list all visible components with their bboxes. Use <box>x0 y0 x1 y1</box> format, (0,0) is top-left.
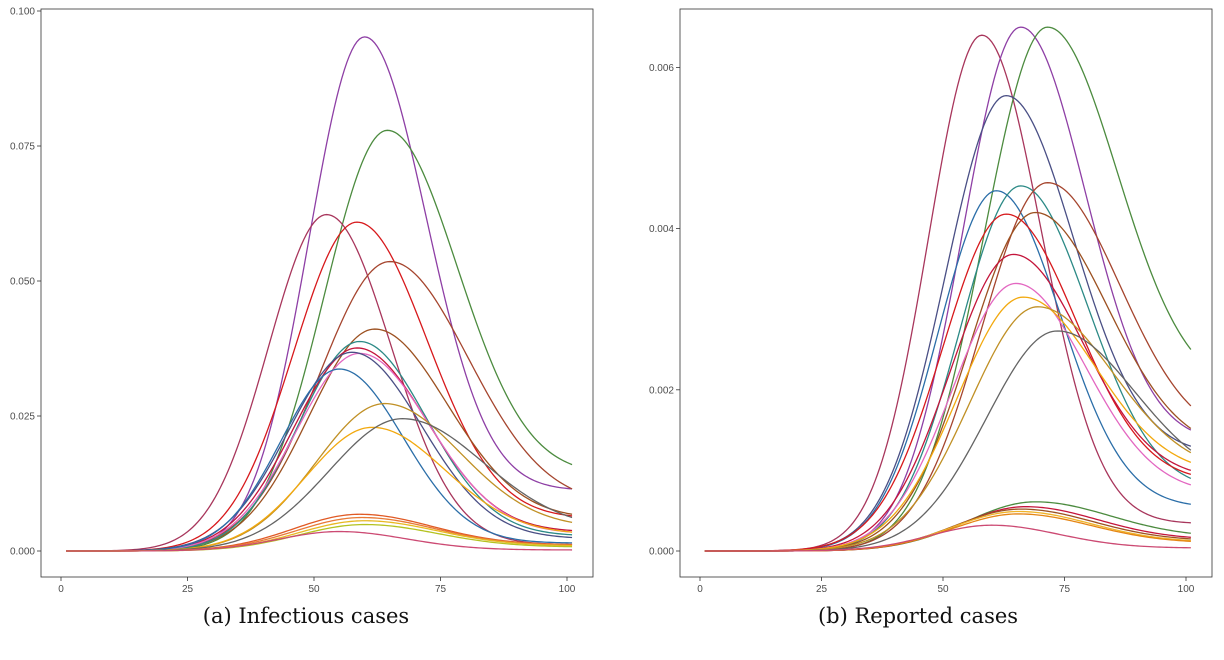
series-line-1 <box>704 34 1191 552</box>
panel-infectious: 0.000 0.025 0.050 0.075 0.100 0 25 50 75 100 (a) … <box>10 7 594 628</box>
plot-frame <box>40 8 594 578</box>
series-line-17 <box>66 520 573 552</box>
x-tick-label: 25 <box>816 584 828 595</box>
series-line-13 <box>704 306 1192 552</box>
caption-infectious: (a) Infectious cases <box>202 604 410 628</box>
series-line-4 <box>704 94 1192 552</box>
y-tick-label: 0.075 <box>10 142 35 153</box>
series-line-6 <box>704 185 1192 552</box>
x-tick-label: 50 <box>308 584 320 595</box>
x-tick-label: 100 <box>1178 584 1195 595</box>
series-line-4 <box>66 221 573 552</box>
series-line-2 <box>704 26 1192 552</box>
chart-infectious-cases: 0.000 0.025 0.050 0.075 0.100 0 25 50 75 100 <box>10 7 594 595</box>
series-line-18 <box>66 523 573 552</box>
x-tick-label: 75 <box>1059 584 1071 595</box>
plot-frame <box>679 8 1213 578</box>
x-tick-label: 100 <box>559 584 576 595</box>
panel-reported: 0.000 0.002 0.004 0.006 0 25 50 75 100 (b) Repor… <box>612 0 1224 660</box>
x-tick-label: 0 <box>697 584 703 595</box>
x-tick-label: 0 <box>58 584 64 595</box>
chart-reported-cases: 0.000 0.002 0.004 0.006 0 25 50 75 100 <box>649 8 1213 595</box>
series-line-12 <box>66 402 573 552</box>
y-tick-label: 0.050 <box>10 277 35 288</box>
y-tick-label: 0.100 <box>10 7 35 18</box>
y-tick-label: 0.006 <box>649 63 674 74</box>
series-line-11 <box>704 282 1192 552</box>
y-tick-label: 0.002 <box>649 385 674 396</box>
series-line-12 <box>704 296 1192 552</box>
y-tick-label: 0.000 <box>649 547 674 558</box>
x-tick-label: 75 <box>435 584 447 595</box>
x-tick-label: 50 <box>937 584 949 595</box>
series-line-19 <box>704 513 1191 552</box>
caption-reported: (b) Reported cases <box>817 604 1019 628</box>
series-line-3 <box>704 26 1192 552</box>
y-tick-label: 0.025 <box>10 412 35 423</box>
x-tick-label: 25 <box>182 584 194 595</box>
series-line-19 <box>66 530 573 552</box>
y-tick-label: 0.000 <box>10 547 35 558</box>
series-line-2 <box>66 129 573 552</box>
y-tick-label: 0.004 <box>649 224 674 235</box>
series-line-20 <box>704 524 1191 552</box>
series-line-14 <box>66 418 573 552</box>
